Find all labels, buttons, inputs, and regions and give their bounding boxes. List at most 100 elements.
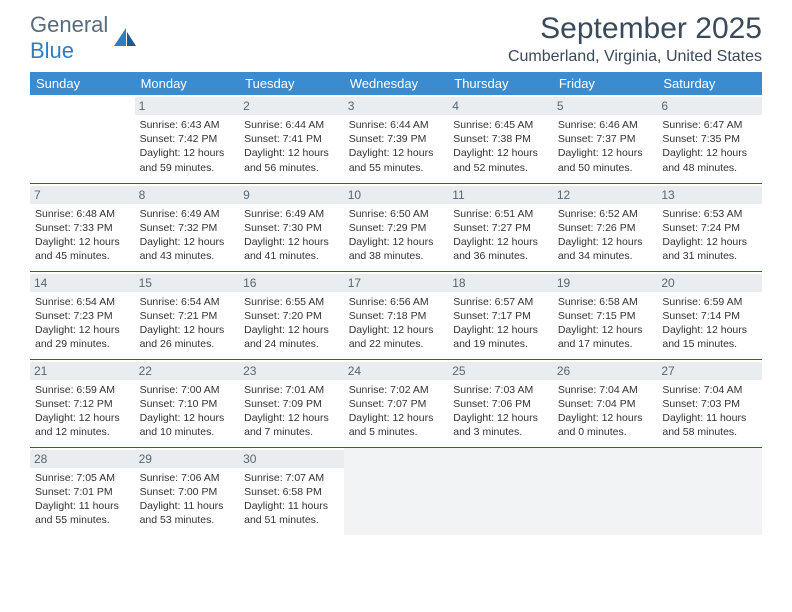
- day-header: Tuesday: [239, 72, 344, 95]
- day-details: Sunrise: 6:54 AMSunset: 7:21 PMDaylight:…: [140, 295, 235, 352]
- day-number: 5: [553, 97, 658, 115]
- calendar-cell: 28Sunrise: 7:05 AMSunset: 7:01 PMDayligh…: [30, 447, 135, 535]
- day-number: 11: [448, 186, 553, 204]
- day-number: 10: [344, 186, 449, 204]
- day-number: 22: [135, 362, 240, 380]
- day-header: Friday: [553, 72, 658, 95]
- day-number: 12: [553, 186, 658, 204]
- calendar-cell: [657, 447, 762, 535]
- day-details: Sunrise: 6:44 AMSunset: 7:39 PMDaylight:…: [349, 118, 444, 175]
- day-number: 25: [448, 362, 553, 380]
- day-details: Sunrise: 6:52 AMSunset: 7:26 PMDaylight:…: [558, 207, 653, 264]
- calendar-cell: 25 Sunrise: 7:03 AMSunset: 7:06 PMDayligh…: [448, 359, 553, 447]
- calendar-row: 7 Sunrise: 6:48 AMSunset: 7:33 PMDaylight…: [30, 183, 762, 271]
- calendar-cell: 15 Sunrise: 6:54 AMSunset: 7:21 PMDayligh…: [135, 271, 240, 359]
- calendar-cell: [553, 447, 658, 535]
- day-details: Sunrise: 6:49 AMSunset: 7:30 PMDaylight:…: [244, 207, 339, 264]
- day-number: 19: [553, 274, 658, 292]
- day-header: Saturday: [657, 72, 762, 95]
- day-number: 14: [30, 274, 135, 292]
- day-number: 30: [239, 450, 344, 468]
- day-number: 23: [239, 362, 344, 380]
- month-title: September 2025: [508, 12, 762, 46]
- day-details: Sunrise: 7:03 AMSunset: 7:06 PMDaylight:…: [453, 383, 548, 440]
- calendar-cell: 5 Sunrise: 6:46 AMSunset: 7:37 PMDaylight…: [553, 95, 658, 183]
- day-number: 7: [30, 186, 135, 204]
- day-details: Sunrise: 7:02 AMSunset: 7:07 PMDaylight:…: [349, 383, 444, 440]
- calendar-cell: [30, 95, 135, 183]
- calendar-cell: 26 Sunrise: 7:04 AMSunset: 7:04 PMDayligh…: [553, 359, 658, 447]
- day-details: Sunrise: 6:59 AMSunset: 7:14 PMDaylight:…: [662, 295, 757, 352]
- calendar-cell: 8 Sunrise: 6:49 AMSunset: 7:32 PMDaylight…: [135, 183, 240, 271]
- day-number: 6: [657, 97, 762, 115]
- day-details: Sunrise: 6:48 AMSunset: 7:33 PMDaylight:…: [35, 207, 130, 264]
- calendar-cell: 2 Sunrise: 6:44 AMSunset: 7:41 PMDaylight…: [239, 95, 344, 183]
- day-details: Sunrise: 6:46 AMSunset: 7:37 PMDaylight:…: [558, 118, 653, 175]
- calendar-cell: 23 Sunrise: 7:01 AMSunset: 7:09 PMDayligh…: [239, 359, 344, 447]
- day-number: 3: [344, 97, 449, 115]
- calendar-cell: 22 Sunrise: 7:00 AMSunset: 7:10 PMDayligh…: [135, 359, 240, 447]
- calendar-cell: [448, 447, 553, 535]
- day-details: Sunrise: 6:57 AMSunset: 7:17 PMDaylight:…: [453, 295, 548, 352]
- day-number: 2: [239, 97, 344, 115]
- day-header: Sunday: [30, 72, 135, 95]
- calendar-cell: 10 Sunrise: 6:50 AMSunset: 7:29 PMDayligh…: [344, 183, 449, 271]
- calendar-cell: 12 Sunrise: 6:52 AMSunset: 7:26 PMDayligh…: [553, 183, 658, 271]
- calendar-cell: 16 Sunrise: 6:55 AMSunset: 7:20 PMDayligh…: [239, 271, 344, 359]
- day-details: Sunrise: 6:53 AMSunset: 7:24 PMDaylight:…: [662, 207, 757, 264]
- calendar-cell: 17Sunrise: 6:56 AMSunset: 7:18 PMDayligh…: [344, 271, 449, 359]
- calendar-cell: 7 Sunrise: 6:48 AMSunset: 7:33 PMDaylight…: [30, 183, 135, 271]
- calendar-cell: 21Sunrise: 6:59 AMSunset: 7:12 PMDayligh…: [30, 359, 135, 447]
- day-details: Sunrise: 6:50 AMSunset: 7:29 PMDaylight:…: [349, 207, 444, 264]
- calendar-table: Sunday Monday Tuesday Wednesday Thursday…: [30, 72, 762, 535]
- calendar-cell: 24 Sunrise: 7:02 AMSunset: 7:07 PMDayligh…: [344, 359, 449, 447]
- day-number: 18: [448, 274, 553, 292]
- day-number: 4: [448, 97, 553, 115]
- day-header: Thursday: [448, 72, 553, 95]
- calendar-cell: 20 Sunrise: 6:59 AMSunset: 7:14 PMDayligh…: [657, 271, 762, 359]
- day-number: 9: [239, 186, 344, 204]
- day-number: 29: [135, 450, 240, 468]
- day-number: 27: [657, 362, 762, 380]
- day-number: 16: [239, 274, 344, 292]
- calendar-cell: 14Sunrise: 6:54 AMSunset: 7:23 PMDayligh…: [30, 271, 135, 359]
- logo-word2: Blue: [30, 38, 74, 63]
- day-details: Sunrise: 6:49 AMSunset: 7:32 PMDaylight:…: [140, 207, 235, 264]
- day-details: Sunrise: 7:07 AMSunset: 6:58 PMDaylight:…: [244, 471, 339, 528]
- day-number: 8: [135, 186, 240, 204]
- day-number: 13: [657, 186, 762, 204]
- calendar-cell: 9 Sunrise: 6:49 AMSunset: 7:30 PMDaylight…: [239, 183, 344, 271]
- day-details: Sunrise: 6:55 AMSunset: 7:20 PMDaylight:…: [244, 295, 339, 352]
- day-header: Monday: [135, 72, 240, 95]
- calendar-cell: 19Sunrise: 6:58 AMSunset: 7:15 PMDayligh…: [553, 271, 658, 359]
- day-details: Sunrise: 7:00 AMSunset: 7:10 PMDaylight:…: [140, 383, 235, 440]
- calendar-cell: 13 Sunrise: 6:53 AMSunset: 7:24 PMDayligh…: [657, 183, 762, 271]
- day-details: Sunrise: 7:04 AMSunset: 7:03 PMDaylight:…: [662, 383, 757, 440]
- calendar-row: 28Sunrise: 7:05 AMSunset: 7:01 PMDayligh…: [30, 447, 762, 535]
- day-details: Sunrise: 7:01 AMSunset: 7:09 PMDaylight:…: [244, 383, 339, 440]
- day-details: Sunrise: 6:43 AMSunset: 7:42 PMDaylight:…: [140, 118, 235, 175]
- logo: General Blue: [30, 12, 138, 64]
- calendar-row: 21Sunrise: 6:59 AMSunset: 7:12 PMDayligh…: [30, 359, 762, 447]
- day-details: Sunrise: 6:51 AMSunset: 7:27 PMDaylight:…: [453, 207, 548, 264]
- day-details: Sunrise: 7:05 AMSunset: 7:01 PMDaylight:…: [35, 471, 130, 528]
- calendar-cell: [344, 447, 449, 535]
- day-number: 15: [135, 274, 240, 292]
- day-details: Sunrise: 6:56 AMSunset: 7:18 PMDaylight:…: [349, 295, 444, 352]
- day-number: 20: [657, 274, 762, 292]
- calendar-cell: 29Sunrise: 7:06 AMSunset: 7:00 PMDayligh…: [135, 447, 240, 535]
- calendar-cell: 18 Sunrise: 6:57 AMSunset: 7:17 PMDayligh…: [448, 271, 553, 359]
- day-details: Sunrise: 6:47 AMSunset: 7:35 PMDaylight:…: [662, 118, 757, 175]
- calendar-row: 1 Sunrise: 6:43 AMSunset: 7:42 PMDaylight…: [30, 95, 762, 183]
- calendar-cell: 27 Sunrise: 7:04 AMSunset: 7:03 PMDayligh…: [657, 359, 762, 447]
- calendar-cell: 30 Sunrise: 7:07 AMSunset: 6:58 PMDayligh…: [239, 447, 344, 535]
- day-number: 26: [553, 362, 658, 380]
- day-details: Sunrise: 6:44 AMSunset: 7:41 PMDaylight:…: [244, 118, 339, 175]
- calendar-cell: 1 Sunrise: 6:43 AMSunset: 7:42 PMDaylight…: [135, 95, 240, 183]
- calendar-row: 14Sunrise: 6:54 AMSunset: 7:23 PMDayligh…: [30, 271, 762, 359]
- day-number: 24: [344, 362, 449, 380]
- day-number: 1: [135, 97, 240, 115]
- day-details: Sunrise: 7:04 AMSunset: 7:04 PMDaylight:…: [558, 383, 653, 440]
- day-header-row: Sunday Monday Tuesday Wednesday Thursday…: [30, 72, 762, 95]
- calendar-cell: 4Sunrise: 6:45 AMSunset: 7:38 PMDaylight…: [448, 95, 553, 183]
